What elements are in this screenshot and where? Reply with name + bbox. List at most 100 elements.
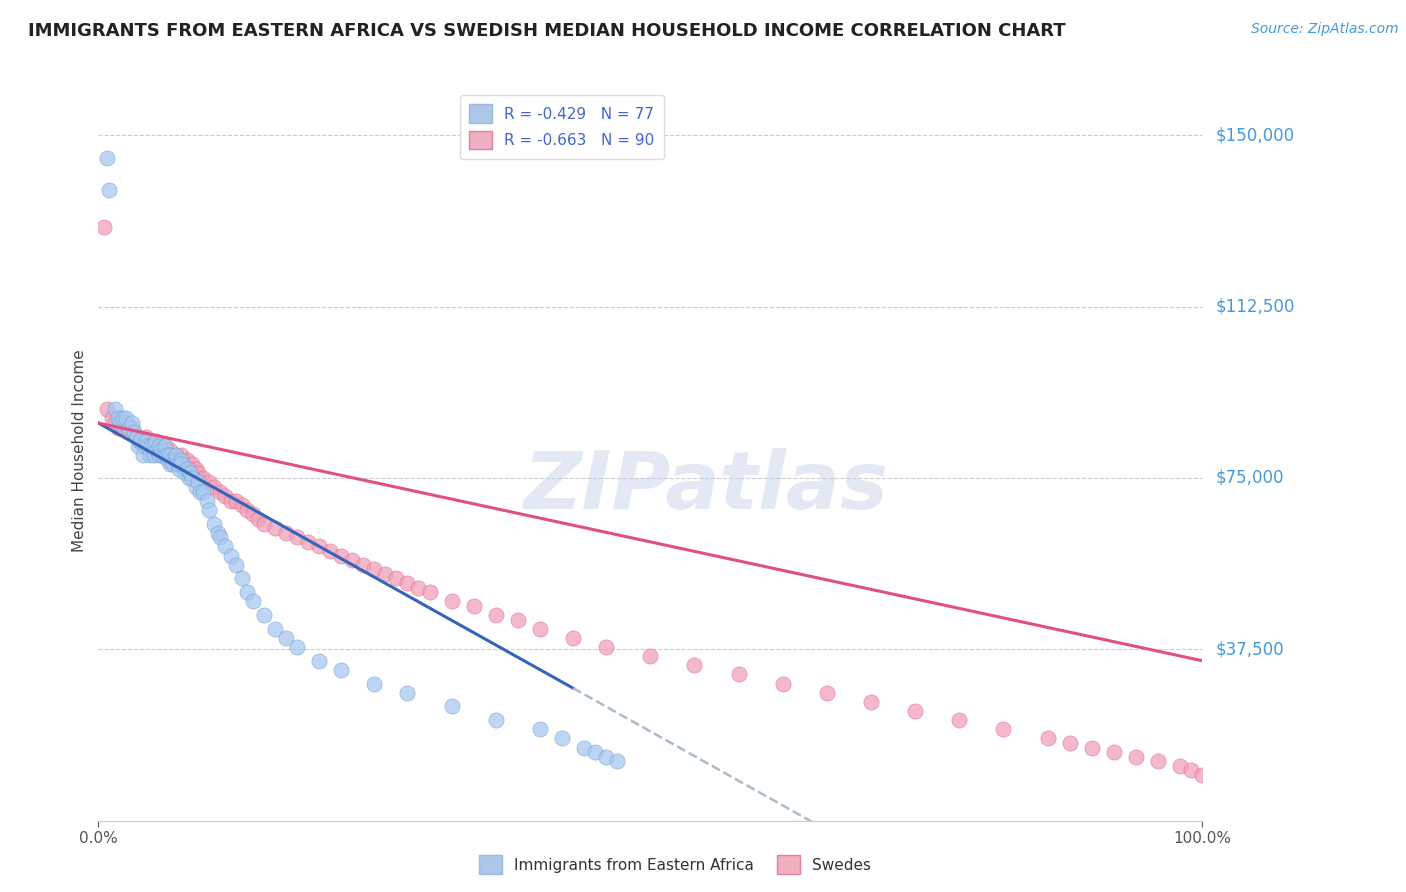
Point [231, 498, 253, 512]
Point [100, 411, 122, 425]
Point [122, 425, 145, 440]
Point [181, 457, 204, 471]
Point [285, 640, 308, 654]
Point [125, 430, 148, 444]
Point [207, 525, 229, 540]
Point [772, 676, 794, 690]
Point [993, 723, 1015, 737]
Point [606, 754, 628, 768]
Point [595, 749, 617, 764]
Point [184, 461, 207, 475]
Point [141, 434, 163, 449]
Point [342, 553, 364, 567]
Point [219, 549, 242, 563]
Point [115, 411, 138, 425]
Point [363, 562, 385, 576]
Point [145, 439, 167, 453]
Point [148, 439, 170, 453]
Point [948, 713, 970, 727]
Point [193, 484, 215, 499]
Point [208, 530, 231, 544]
Point [153, 448, 176, 462]
Point [225, 493, 247, 508]
Point [165, 448, 187, 462]
Point [127, 439, 149, 453]
Point [115, 416, 138, 430]
Point [153, 439, 176, 453]
Point [134, 439, 156, 453]
Point [330, 663, 353, 677]
Point [187, 467, 209, 481]
Point [104, 416, 127, 430]
Point [1080, 740, 1102, 755]
Point [1191, 768, 1213, 782]
Point [219, 493, 242, 508]
Point [159, 448, 181, 462]
Point [187, 475, 209, 490]
Text: $37,500: $37,500 [1216, 640, 1285, 658]
Point [264, 521, 287, 535]
Point [197, 475, 219, 490]
Point [184, 480, 207, 494]
Point [319, 544, 342, 558]
Point [225, 558, 247, 572]
Point [142, 448, 165, 462]
Point [131, 448, 153, 462]
Point [156, 448, 179, 462]
Point [308, 540, 330, 554]
Point [135, 430, 157, 444]
Point [176, 452, 198, 467]
Point [148, 448, 170, 462]
Point [330, 549, 353, 563]
Point [1180, 764, 1202, 778]
Point [202, 516, 225, 531]
Point [285, 530, 308, 544]
Point [129, 434, 152, 449]
Point [111, 420, 134, 434]
Point [177, 461, 200, 475]
Point [904, 704, 927, 718]
Point [152, 448, 174, 462]
Point [136, 434, 159, 449]
Point [374, 566, 396, 581]
Point [153, 439, 176, 453]
Point [165, 452, 187, 467]
Point [134, 439, 156, 453]
Point [815, 686, 838, 700]
Point [139, 448, 162, 462]
Point [274, 525, 297, 540]
Text: $150,000: $150,000 [1216, 126, 1295, 145]
Point [128, 434, 150, 449]
Point [141, 439, 163, 453]
Point [162, 452, 184, 467]
Point [363, 676, 385, 690]
Point [242, 594, 264, 608]
Point [142, 439, 165, 453]
Point [162, 457, 184, 471]
Point [253, 516, 276, 531]
Point [111, 411, 134, 425]
Legend: R = -0.429   N = 77, R = -0.663   N = 90: R = -0.429 N = 77, R = -0.663 N = 90 [460, 95, 664, 159]
Point [146, 443, 169, 458]
Point [172, 457, 194, 471]
Point [167, 452, 190, 467]
Point [188, 484, 211, 499]
Point [231, 571, 253, 585]
Point [638, 649, 661, 664]
Point [1147, 754, 1170, 768]
Point [146, 443, 169, 458]
Point [463, 599, 485, 613]
Point [135, 434, 157, 449]
Point [179, 467, 201, 481]
Point [1059, 736, 1081, 750]
Point [98, 183, 121, 197]
Point [440, 699, 463, 714]
Point [110, 416, 132, 430]
Point [159, 443, 181, 458]
Text: ZIPatlas: ZIPatlas [523, 449, 889, 526]
Point [396, 576, 419, 591]
Point [485, 713, 508, 727]
Point [159, 457, 181, 471]
Point [110, 411, 132, 425]
Point [208, 484, 231, 499]
